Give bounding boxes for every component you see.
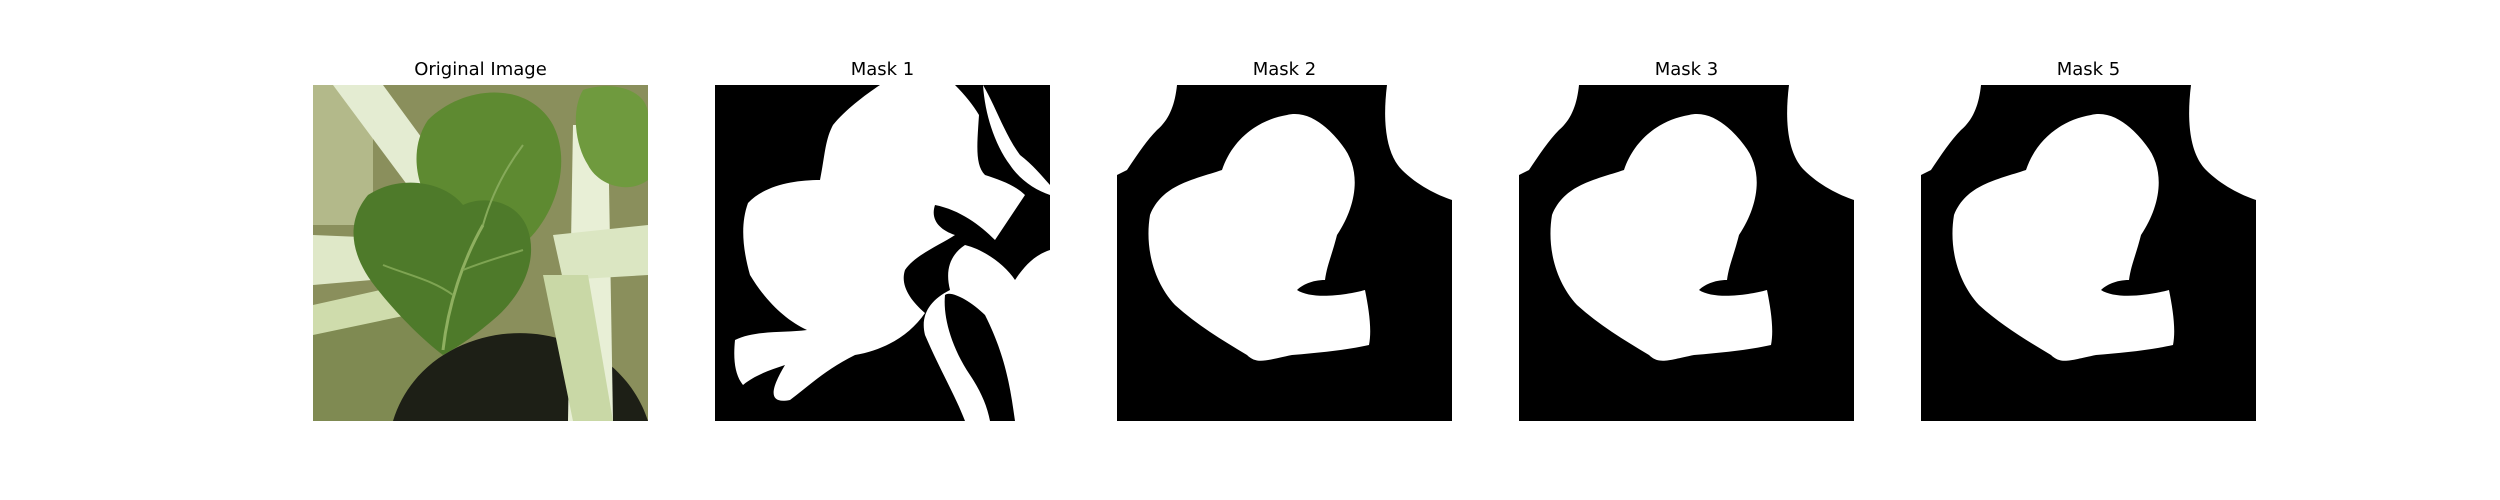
mask-region-right — [923, 85, 1050, 421]
leaf-vein-main — [441, 224, 485, 351]
leaf-top-right — [575, 86, 648, 188]
mask-region-heart — [1148, 114, 1371, 361]
panel-title: Mask 5 — [2056, 59, 2121, 80]
stem-right-lower — [543, 275, 613, 421]
leaf-vein-upper — [482, 144, 524, 226]
mask-region-top-left — [1117, 85, 1177, 175]
mask-2-image — [1117, 85, 1452, 421]
mask-1-image — [715, 85, 1050, 421]
mask-3-image — [1519, 85, 1854, 421]
leaf-main — [353, 182, 532, 355]
mask-region-top-left — [1519, 85, 1579, 175]
panel-title: Mask 1 — [850, 59, 915, 80]
mask-region-heart — [1550, 114, 1773, 361]
mask-5-image — [1921, 85, 2256, 421]
stem-right-horizontal — [553, 225, 648, 280]
panel-title: Original Image — [414, 59, 547, 80]
mask-region-top-left — [1921, 85, 1981, 175]
leaf-vein-left — [382, 264, 454, 296]
mask-region-top-right — [1385, 85, 1452, 200]
panel-title: Mask 2 — [1252, 59, 1317, 80]
leaf-vein-right — [462, 249, 524, 271]
panel-title: Mask 3 — [1654, 59, 1719, 80]
mask-region-main — [734, 85, 1025, 401]
mask-region-top-right — [2189, 85, 2256, 200]
original-image — [313, 85, 648, 421]
mask-region-heart — [1952, 114, 2175, 361]
mask-region-top-right — [1787, 85, 1854, 200]
